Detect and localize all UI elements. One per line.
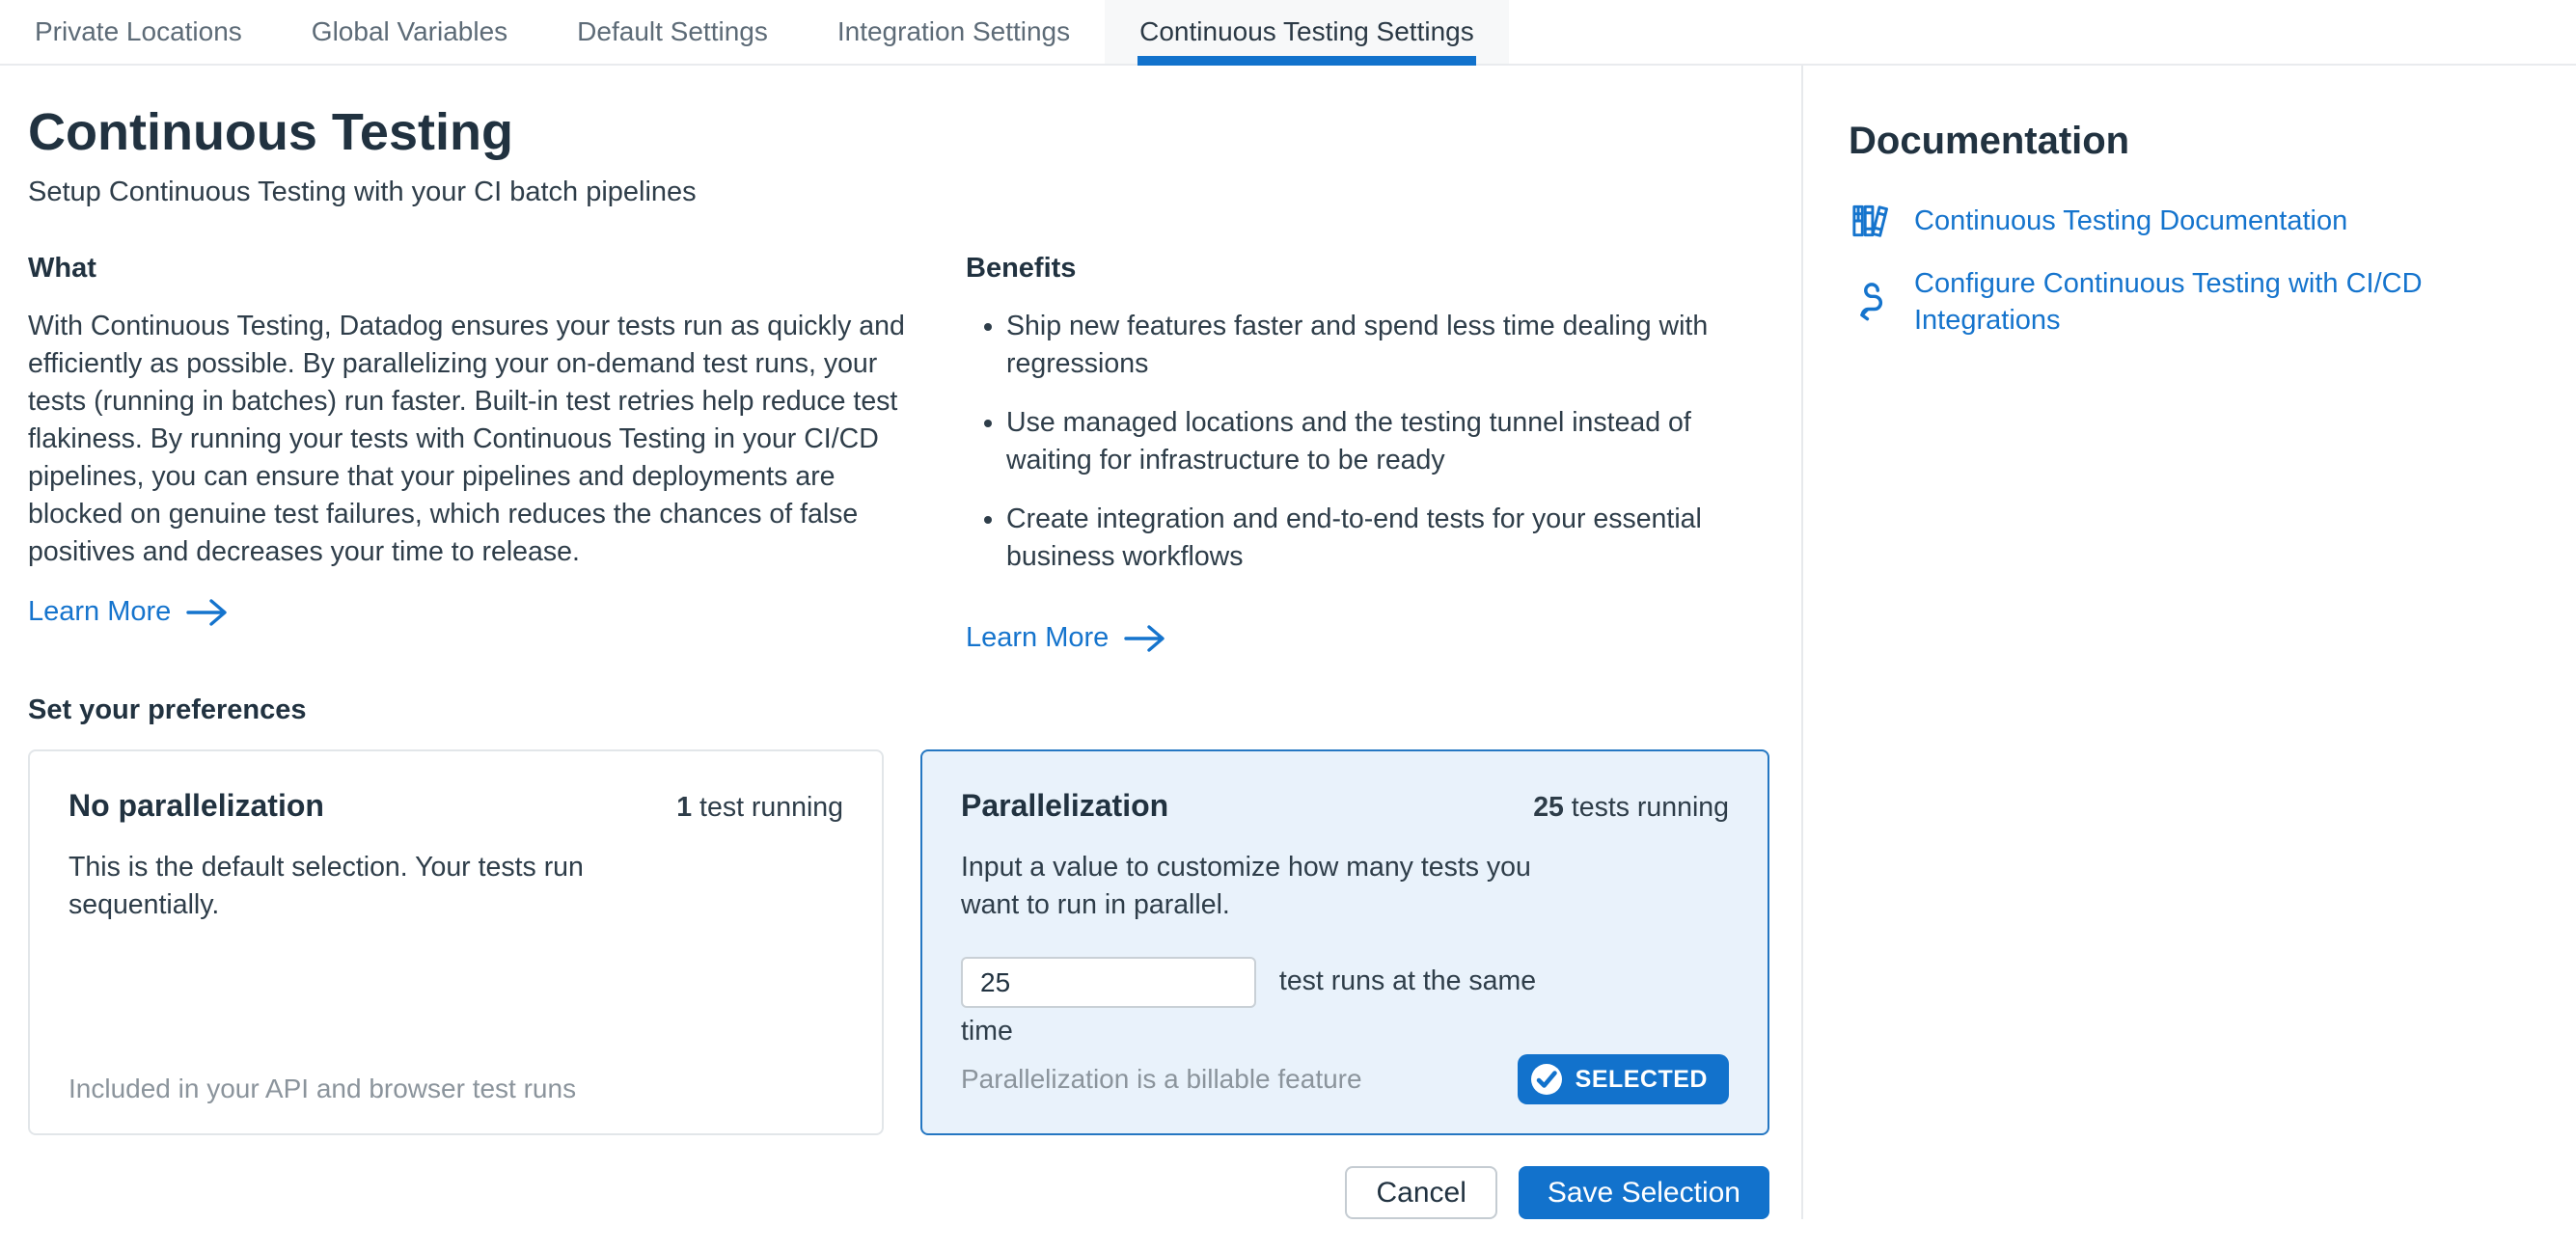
main-panel: Continuous Testing Setup Continuous Test… <box>0 66 1803 1220</box>
intro-columns: What With Continuous Testing, Datadog en… <box>28 253 1769 654</box>
benefits-section: Benefits Ship new features faster and sp… <box>966 253 1769 654</box>
card-footnote: Parallelization is a billable feature <box>961 1064 1362 1095</box>
cancel-button[interactable]: Cancel <box>1345 1166 1497 1220</box>
what-learn-more-link[interactable]: Learn More <box>28 596 229 628</box>
doc-link-label: Continuous Testing Documentation <box>1914 205 2348 236</box>
card-no-parallelization[interactable]: No parallelization 1 test running This i… <box>28 749 884 1136</box>
cicd-integrations-link[interactable]: Configure Continuous Testing with CI/CD … <box>1849 265 2537 339</box>
parallelization-input-row: test runs at the same time <box>961 957 1559 1054</box>
tab-global-variables[interactable]: Global Variables <box>311 16 508 46</box>
continuous-testing-documentation-link[interactable]: Continuous Testing Documentation <box>1849 200 2537 242</box>
test-count-suffix: test running <box>692 792 843 824</box>
tab-default-settings[interactable]: Default Settings <box>577 16 768 46</box>
tab-integration-settings[interactable]: Integration Settings <box>836 16 1071 46</box>
preferences-heading: Set your preferences <box>28 694 307 726</box>
tab-private-locations[interactable]: Private Locations <box>35 16 242 46</box>
what-heading: What <box>28 253 96 285</box>
check-circle-icon <box>1529 1062 1564 1097</box>
tab-continuous-testing-settings[interactable]: Continuous Testing Settings <box>1105 0 1509 66</box>
selected-badge-label: SELECTED <box>1575 1065 1708 1093</box>
card-footnote: Included in your API and browser test ru… <box>69 1074 577 1104</box>
preference-cards: No parallelization 1 test running This i… <box>28 749 1769 1136</box>
documentation-heading: Documentation <box>1849 120 2130 162</box>
doc-link-label: Configure Continuous Testing with CI/CD … <box>1914 268 2423 336</box>
test-count-number: 1 <box>676 792 693 824</box>
card-footer: Included in your API and browser test ru… <box>69 1074 843 1104</box>
test-count-suffix: tests running <box>1563 792 1729 824</box>
card-title: Parallelization <box>961 788 1169 824</box>
card-title: No parallelization <box>69 788 324 824</box>
card-header: No parallelization 1 test running <box>69 788 843 824</box>
arrow-right-icon <box>186 598 229 626</box>
page-title: Continuous Testing <box>28 103 513 161</box>
card-description: Input a value to customize how many test… <box>961 852 1531 921</box>
content-area: Continuous Testing Setup Continuous Test… <box>0 66 2576 1220</box>
card-footer: Parallelization is a billable feature SE… <box>961 1054 1729 1105</box>
card-parallelization[interactable]: Parallelization 25 tests running Input a… <box>920 749 1769 1136</box>
what-body: With Continuous Testing, Datadog ensures… <box>28 311 905 568</box>
learn-more-label: Learn More <box>966 622 1110 654</box>
save-selection-button[interactable]: Save Selection <box>1518 1166 1769 1220</box>
benefits-learn-more-link[interactable]: Learn More <box>966 622 1166 654</box>
benefits-list: Ship new features faster and spend less … <box>966 308 1769 576</box>
parallelization-input[interactable] <box>961 957 1256 1009</box>
arrow-right-icon <box>1124 624 1166 652</box>
parallelization-input-suffix: test runs at the same time <box>961 965 1537 1047</box>
page-subtitle: Setup Continuous Testing with your CI ba… <box>28 177 697 208</box>
card-test-count: 25 tests running <box>1533 792 1729 824</box>
card-test-count: 1 test running <box>676 792 843 824</box>
settings-tab-bar: Private Locations Global Variables Defau… <box>0 0 2576 66</box>
form-actions: Cancel Save Selection <box>28 1166 1769 1220</box>
benefit-item: Ship new features faster and spend less … <box>1006 308 1769 383</box>
books-icon <box>1849 200 1891 242</box>
selected-badge: SELECTED <box>1517 1054 1729 1105</box>
what-section: What With Continuous Testing, Datadog en… <box>28 253 916 654</box>
integration-link-icon <box>1849 281 1891 323</box>
benefit-item: Use managed locations and the testing tu… <box>1006 404 1769 479</box>
card-header: Parallelization 25 tests running <box>961 788 1729 824</box>
documentation-sidebar: Documentation Continuous Testing Documen… <box>1803 66 2576 1219</box>
test-count-number: 25 <box>1533 792 1564 824</box>
learn-more-label: Learn More <box>28 596 172 628</box>
benefit-item: Create integration and end-to-end tests … <box>1006 501 1769 576</box>
card-description: This is the default selection. Your test… <box>69 852 584 921</box>
benefits-heading: Benefits <box>966 253 1077 285</box>
